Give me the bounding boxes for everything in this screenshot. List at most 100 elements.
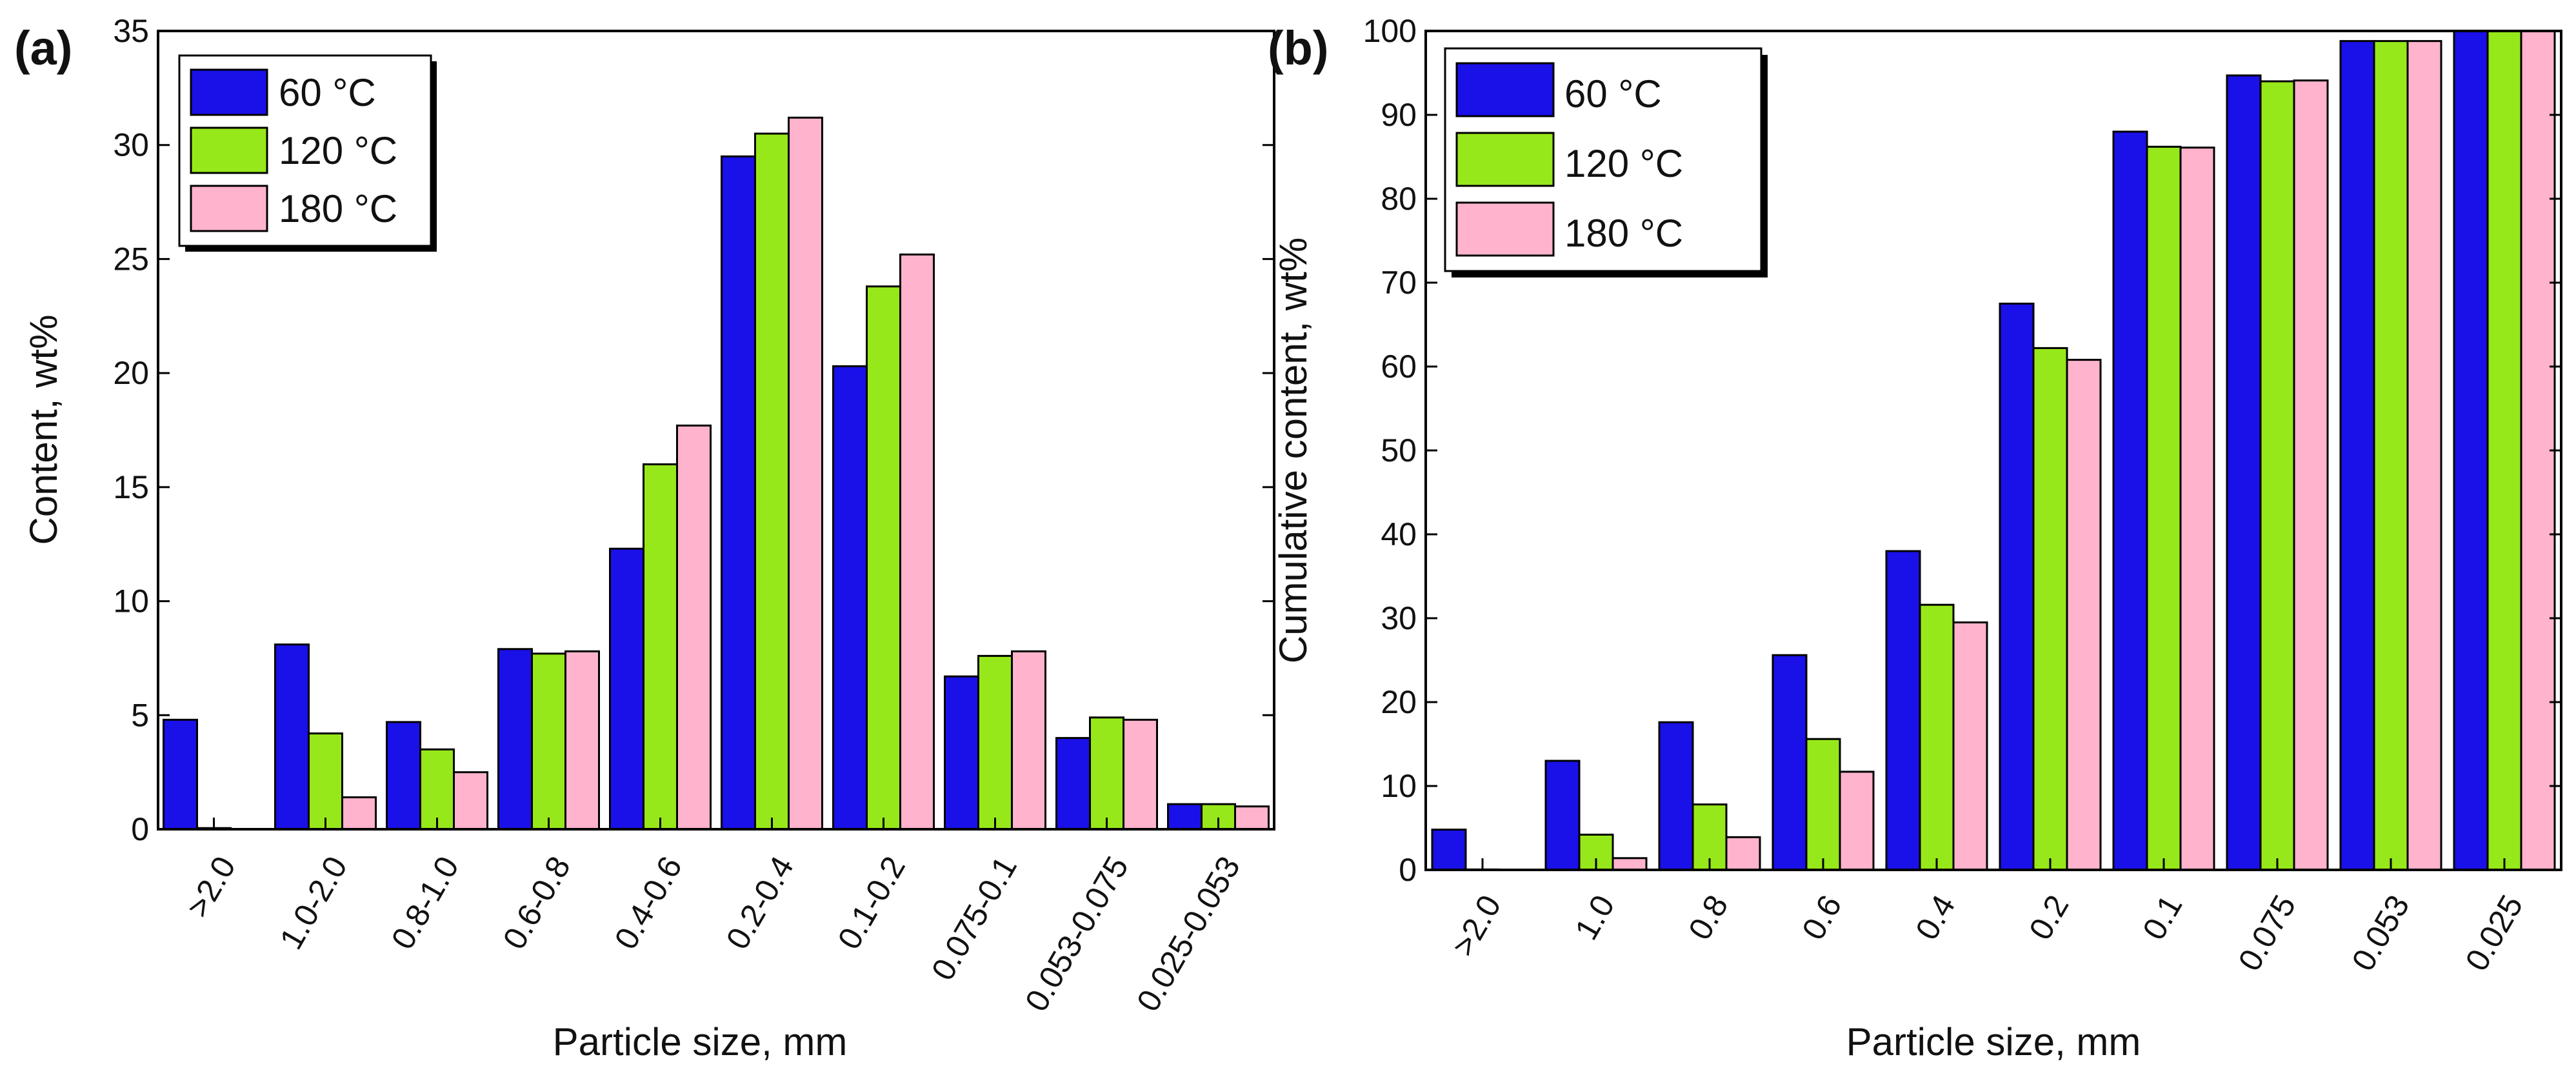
bar: [977, 654, 1013, 831]
legend-entries-b: 60 °C 120 °C 180 °C: [1455, 62, 1683, 257]
y-tick-label: 35: [113, 13, 149, 49]
y-tick-label: 60: [1381, 348, 1417, 385]
y-tick-label: 100: [1363, 13, 1417, 49]
bar: [531, 652, 566, 831]
bar: [564, 650, 600, 831]
y-tick-label: 30: [1381, 600, 1417, 636]
y-tick-label: 30: [113, 127, 149, 163]
bar: [2146, 145, 2182, 871]
bar: [643, 463, 678, 831]
legend-swatch: [190, 68, 268, 116]
bar: [308, 732, 343, 831]
bar: [1123, 718, 1158, 831]
bar: [419, 748, 455, 831]
bar: [2226, 74, 2262, 871]
bar: [1658, 721, 1694, 871]
legend-label: 120 °C: [279, 129, 397, 172]
bar: [2032, 347, 2068, 871]
bar: [2259, 80, 2295, 871]
bar: [2453, 30, 2489, 871]
bar: [788, 116, 823, 831]
y-axis-title-b: Cumulative content, wt%: [1272, 237, 1315, 663]
bar: [1952, 621, 1988, 871]
bar: [1839, 771, 1875, 871]
bar: [2373, 40, 2409, 871]
bar: [1544, 760, 1581, 871]
bar: [1612, 857, 1648, 871]
legend-entries-a: 60 °C 120 °C 180 °C: [190, 68, 397, 232]
legend-label: 180 °C: [1564, 212, 1683, 255]
bar: [2339, 40, 2375, 871]
legend-swatch: [190, 185, 268, 232]
x-axis-title-a: Particle size, mm: [553, 1020, 848, 1063]
bar: [944, 675, 979, 831]
bar: [1055, 737, 1091, 831]
y-tick-label: 25: [113, 241, 149, 277]
panel-label-b: (b): [1268, 21, 1329, 75]
legend-label: 120 °C: [1564, 142, 1683, 185]
bar: [1999, 303, 2035, 871]
bar: [609, 547, 644, 831]
bar: [2486, 30, 2522, 871]
bars-panel-a: [163, 116, 1270, 831]
bar: [899, 253, 935, 831]
y-tick-label: 70: [1381, 265, 1417, 301]
bar: [2179, 146, 2215, 871]
y-tick-label: 0: [131, 811, 149, 847]
y-tick-label: 40: [1381, 516, 1417, 552]
bar: [2112, 130, 2148, 871]
bar: [1167, 803, 1203, 831]
y-axis-panel-b: 0 10 20 30 40 50 60 70 80 90 100: [1363, 13, 2561, 888]
bar: [2406, 40, 2442, 871]
y-axis-title-a: Content, wt%: [22, 315, 65, 545]
legend-label: 180 °C: [279, 187, 397, 230]
bar: [274, 643, 310, 831]
y-tick-label: 20: [113, 355, 149, 391]
bar: [453, 771, 488, 831]
y-tick-label: 50: [1381, 432, 1417, 469]
bar: [386, 721, 421, 831]
bar: [1885, 550, 1921, 871]
bar: [1919, 603, 1955, 871]
bar: [1805, 738, 1841, 871]
bar: [1772, 654, 1808, 871]
panel-label-a: (a): [14, 21, 72, 75]
legend-swatch: [1455, 201, 1555, 257]
bar: [1089, 716, 1124, 831]
y-tick-label: 90: [1381, 97, 1417, 133]
y-tick-label: 10: [113, 583, 149, 620]
bar: [341, 796, 377, 831]
legend-swatch: [190, 126, 268, 174]
y-tick-label: 15: [113, 469, 149, 505]
bar: [2066, 359, 2102, 871]
bar: [754, 132, 790, 831]
bar: [1011, 650, 1046, 831]
legend-label: 60 °C: [279, 71, 376, 114]
y-tick-label: 20: [1381, 684, 1417, 720]
plot-frame-a: [157, 30, 1275, 831]
bar: [832, 365, 868, 831]
bar: [1725, 836, 1761, 871]
legend-swatch: [1455, 132, 1555, 187]
bar: [163, 718, 198, 831]
y-tick-label: 0: [1399, 852, 1417, 888]
legend-swatch: [1455, 62, 1555, 117]
bar: [2293, 79, 2329, 871]
y-tick-label: 5: [131, 697, 149, 733]
bar: [1431, 829, 1467, 871]
bar: [721, 155, 756, 831]
legend-a: 60 °C 120 °C 180 °C: [178, 54, 437, 252]
legend-label: 60 °C: [1564, 72, 1662, 116]
y-tick-label: 80: [1381, 181, 1417, 217]
bar: [866, 285, 901, 831]
y-axis-panel-a: 0 5 10 15 20 25 30 35: [113, 13, 1274, 847]
x-axis-title-b: Particle size, mm: [1846, 1020, 2141, 1063]
legend-b: 60 °C 120 °C 180 °C: [1444, 47, 1768, 277]
bar: [676, 424, 712, 831]
bar: [497, 648, 533, 831]
bar: [1201, 803, 1236, 831]
y-tick-label: 10: [1381, 768, 1417, 804]
bar: [1234, 805, 1270, 831]
